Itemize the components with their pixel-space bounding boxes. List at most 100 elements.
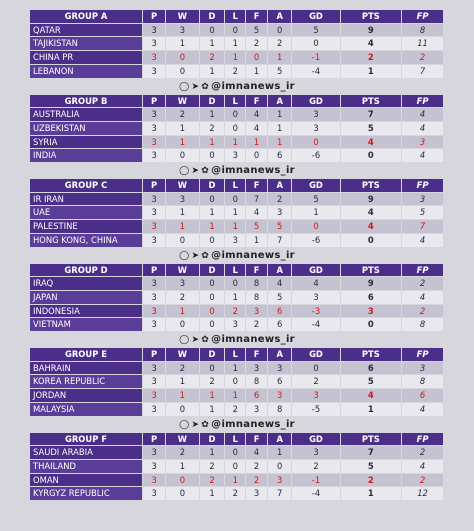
table-row: INDONESIA 3 1 0 2 3 6 -3 3 2 [30, 304, 444, 318]
cell-d: 1 [199, 135, 226, 149]
cell-fp: 4 [402, 108, 444, 121]
cell-p: 3 [143, 318, 167, 332]
cell-p: 3 [143, 375, 167, 389]
cell-p: 3 [143, 290, 167, 304]
cell-w: 0 [166, 233, 200, 247]
column-header-l: L [225, 94, 247, 108]
cell-fp: 8 [402, 23, 444, 37]
cell-gd: -1 [292, 51, 341, 64]
cell-a: 6 [268, 318, 293, 332]
column-header-l: L [225, 432, 247, 446]
cell-fp: 4 [402, 233, 444, 247]
cell-l: 0 [225, 446, 247, 459]
watermark-handle: @imnanews_ir [211, 80, 295, 92]
cell-f: 0 [246, 51, 269, 64]
cell-w: 1 [166, 121, 200, 135]
group-title: GROUP C [30, 179, 143, 192]
cell-pts: 9 [340, 277, 403, 290]
table-row: SYRIA 3 1 1 1 1 1 0 4 3 [30, 135, 444, 149]
column-header-pts: PTS [340, 348, 403, 361]
table-row: TAJIKISTAN 3 1 1 1 2 2 0 4 11 [30, 37, 444, 51]
standings-table: GROUP F P W D L F A GD PTS FP SAUDI ARABIA 3 2 1 0 4 1 3 7… [30, 432, 444, 502]
cell-fp: 7 [402, 220, 444, 233]
twitter-icon: ✿ [201, 335, 210, 346]
cell-gd: -3 [292, 304, 341, 318]
watermark-handle: @imnanews_ir [211, 334, 295, 346]
table-row: KOREA REPUBLIC 3 1 2 0 8 6 2 5 8 [30, 375, 444, 389]
cell-w: 1 [166, 206, 200, 220]
cell-fp: 2 [402, 473, 444, 487]
column-header-f: F [246, 348, 269, 361]
cell-fp: 2 [402, 446, 444, 459]
cell-l: 1 [225, 361, 247, 375]
group-title: GROUP F [30, 432, 143, 446]
cell-p: 3 [143, 23, 167, 37]
table-header-row: GROUP F P W D L F A GD PTS FP [30, 432, 444, 446]
standings-table: GROUP B P W D L F A GD PTS FP AUSTRALIA 3 2 1 0 4 1 3 7 4 UZ… [30, 94, 444, 164]
cell-gd: 4 [292, 277, 341, 290]
group-title: GROUP A [30, 10, 143, 23]
cell-gd: 0 [292, 135, 341, 149]
cell-d: 2 [199, 473, 226, 487]
column-header-pts: PTS [340, 263, 403, 277]
cell-l: 1 [225, 473, 247, 487]
cell-fp: 4 [402, 149, 444, 163]
cell-gd: 2 [292, 375, 341, 389]
cell-a: 4 [268, 277, 293, 290]
column-header-p: P [143, 432, 167, 446]
cell-fp: 2 [402, 277, 444, 290]
cell-p: 3 [143, 402, 167, 416]
cell-l: 2 [225, 402, 247, 416]
cell-a: 7 [268, 487, 293, 501]
cell-p: 3 [143, 487, 167, 501]
instagram-icon: ◯ [179, 250, 190, 261]
cell-w: 0 [166, 487, 200, 501]
table-row: JAPAN 3 2 0 1 8 5 3 6 4 [30, 290, 444, 304]
cell-f: 1 [246, 135, 269, 149]
cell-pts: 4 [340, 135, 403, 149]
column-header-w: W [166, 432, 200, 446]
cell-l: 0 [225, 192, 247, 206]
cell-w: 0 [166, 149, 200, 163]
twitter-icon: ✿ [201, 81, 210, 92]
cell-pts: 0 [340, 233, 403, 247]
column-header-a: A [268, 94, 293, 108]
cell-l: 0 [225, 23, 247, 37]
cell-f: 4 [246, 446, 269, 459]
cell-gd: 1 [292, 206, 341, 220]
cell-pts: 6 [340, 361, 403, 375]
cell-w: 0 [166, 402, 200, 416]
cell-l: 0 [225, 375, 247, 389]
cell-a: 3 [268, 473, 293, 487]
column-header-fp: FP [402, 348, 444, 361]
column-header-d: D [199, 263, 226, 277]
column-header-f: F [246, 10, 269, 23]
team-name: JORDAN [30, 389, 143, 402]
cell-d: 1 [199, 402, 226, 416]
cell-pts: 5 [340, 459, 403, 473]
column-header-p: P [143, 263, 167, 277]
column-header-a: A [268, 10, 293, 23]
column-header-pts: PTS [340, 10, 403, 23]
column-header-f: F [246, 263, 269, 277]
cell-pts: 9 [340, 192, 403, 206]
cell-p: 3 [143, 192, 167, 206]
group-table-4: GROUP D P W D L F A GD PTS FP IRAQ 3 3 0 0 8 4 4 9 2 JAPAN 3 2… [30, 263, 444, 333]
cell-a: 1 [268, 446, 293, 459]
team-name: TAJIKISTAN [30, 37, 143, 51]
cell-l: 3 [225, 318, 247, 332]
cell-d: 1 [199, 64, 226, 78]
cell-d: 0 [199, 23, 226, 37]
team-name: INDIA [30, 149, 143, 163]
cell-f: 4 [246, 121, 269, 135]
cell-a: 3 [268, 206, 293, 220]
telegram-icon: ➤ [191, 250, 200, 261]
cell-f: 8 [246, 375, 269, 389]
cell-l: 1 [225, 51, 247, 64]
cell-p: 3 [143, 206, 167, 220]
group-table-2: GROUP B P W D L F A GD PTS FP AUSTRALIA 3 2 1 0 4 1 3 7 4 UZ… [30, 94, 444, 164]
cell-w: 3 [166, 277, 200, 290]
social-watermark: ◯ ➤ ✿ @imnanews_ir [0, 163, 474, 178]
cell-gd: 5 [292, 23, 341, 37]
social-watermark: ◯ ➤ ✿ @imnanews_ir [0, 79, 474, 94]
